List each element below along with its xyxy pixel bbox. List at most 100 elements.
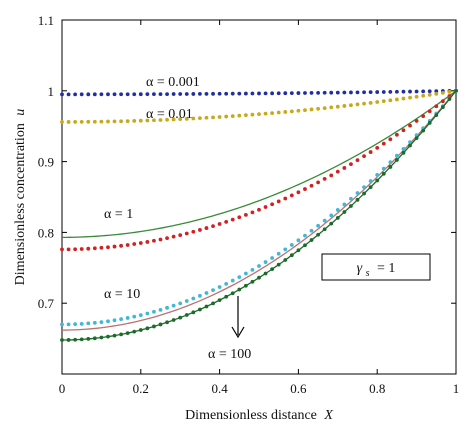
label-alpha-100: α = 100 [208, 347, 251, 362]
series-1-point-26 [230, 114, 235, 118]
series-3-point-48 [375, 145, 380, 150]
series-6-point-16 [165, 320, 169, 325]
series-6-point-55 [421, 128, 426, 133]
series-6-point-46 [362, 191, 366, 196]
series-1-point-59 [447, 89, 452, 94]
y-tick-label-1: 0.8 [38, 225, 54, 240]
series-6-point-8 [112, 333, 117, 338]
series-3-point-46 [362, 154, 366, 159]
series-3-point-57 [434, 104, 439, 109]
series-5-point-52 [401, 147, 406, 151]
series-5-point-31 [263, 260, 268, 264]
series-1-point-57 [434, 91, 439, 96]
y-tick-label-2: 0.9 [38, 155, 54, 170]
series-1-point-35 [289, 109, 294, 114]
series-5-point-36 [296, 238, 301, 243]
x-tick-label-2: 0.4 [211, 381, 228, 396]
series-5-point-14 [152, 309, 156, 314]
series-0-point-21 [198, 92, 202, 96]
x-tick-label-4: 0.8 [369, 381, 385, 396]
series-3-point-45 [355, 158, 360, 163]
gamma-subscript: s [366, 268, 370, 279]
series-5-point-49 [381, 166, 386, 171]
series-6-point-44 [349, 204, 353, 208]
series-0-point-17 [171, 92, 176, 96]
series-1-point-49 [381, 99, 386, 104]
series-3-point-6 [99, 245, 104, 250]
series-6-point-11 [132, 329, 137, 334]
series-1-point-46 [362, 101, 366, 106]
series-0-point-8 [112, 92, 117, 97]
series-5-point-44 [349, 196, 353, 201]
series-6-point-13 [145, 326, 150, 331]
series-0-point-16 [165, 92, 169, 96]
series-6-point-3 [79, 337, 84, 342]
series-6-point-57 [434, 113, 439, 117]
series-0-point-6 [99, 92, 104, 97]
series-0-point-19 [184, 92, 189, 96]
series-1-point-6 [99, 119, 104, 124]
series-0-point-49 [381, 90, 386, 94]
series-3-point-2 [73, 247, 78, 252]
series-3-point-36 [296, 190, 301, 195]
series-3-point-3 [79, 247, 84, 251]
series-1-point-16 [165, 117, 169, 122]
series-1-point-17 [171, 117, 176, 122]
x-tick-label-5: 1 [453, 381, 460, 396]
series-6-point-17 [171, 318, 176, 322]
series-5-point-46 [362, 185, 366, 190]
series-1-point-25 [224, 114, 229, 119]
series-1-point-24 [217, 115, 222, 119]
series-6-point-42 [335, 216, 340, 220]
series-0-point-0 [60, 92, 64, 97]
series-6-point-21 [198, 307, 202, 312]
series-5-point-23 [211, 288, 215, 293]
series-3-point-25 [224, 219, 229, 224]
series-3-point-8 [112, 244, 117, 249]
series-0-point-45 [355, 90, 360, 95]
series-5-point-16 [165, 305, 169, 310]
series-0-point-33 [276, 91, 281, 96]
series-6-point-38 [309, 238, 314, 242]
series-0-point-1 [66, 92, 71, 97]
y-tick-label-0: 0.7 [38, 296, 55, 311]
series-6-point-19 [184, 313, 189, 317]
series-3-point-29 [250, 210, 255, 215]
series-6-point-30 [257, 275, 261, 280]
gamma-symbol: γ [357, 261, 363, 276]
series-5-point-43 [342, 202, 347, 207]
series-0-point-37 [303, 91, 307, 95]
series-0-point-42 [335, 90, 340, 95]
gamma-equals: = 1 [377, 261, 395, 276]
series-3-point-34 [283, 196, 288, 201]
series-6-point-10 [125, 331, 130, 335]
series-1-point-43 [342, 104, 347, 108]
series-3-point-47 [368, 150, 373, 154]
arrow-head-icon [231, 326, 245, 339]
series-1-point-20 [191, 116, 196, 121]
x-axis-label: Dimensionless distance X [185, 408, 333, 423]
series-3-point-19 [184, 231, 189, 236]
series-5-point-28 [243, 271, 248, 276]
series-0-point-25 [224, 91, 229, 96]
series-1-point-19 [184, 116, 189, 121]
series-5-point-17 [171, 303, 176, 308]
series-6-point-23 [211, 301, 215, 306]
gamma-box-label: γ s = 1 [357, 261, 396, 280]
series-5-point-29 [250, 267, 255, 272]
series-6-point-25 [224, 294, 229, 299]
series-3-point-24 [217, 222, 222, 226]
series-1-point-36 [296, 108, 301, 113]
series-5-point-20 [191, 296, 196, 301]
series-5-point-34 [283, 247, 288, 252]
series-3-point-58 [440, 99, 445, 104]
series-6-point-35 [289, 253, 294, 258]
series-5-point-39 [316, 223, 320, 228]
series-1-point-23 [211, 115, 215, 120]
series-1-point-27 [237, 113, 242, 118]
series-5-point-6 [99, 320, 104, 324]
series-6-point-14 [152, 324, 156, 329]
series-1-point-29 [250, 112, 255, 117]
series-0-point-44 [349, 90, 353, 95]
series-3-point-26 [230, 217, 235, 222]
